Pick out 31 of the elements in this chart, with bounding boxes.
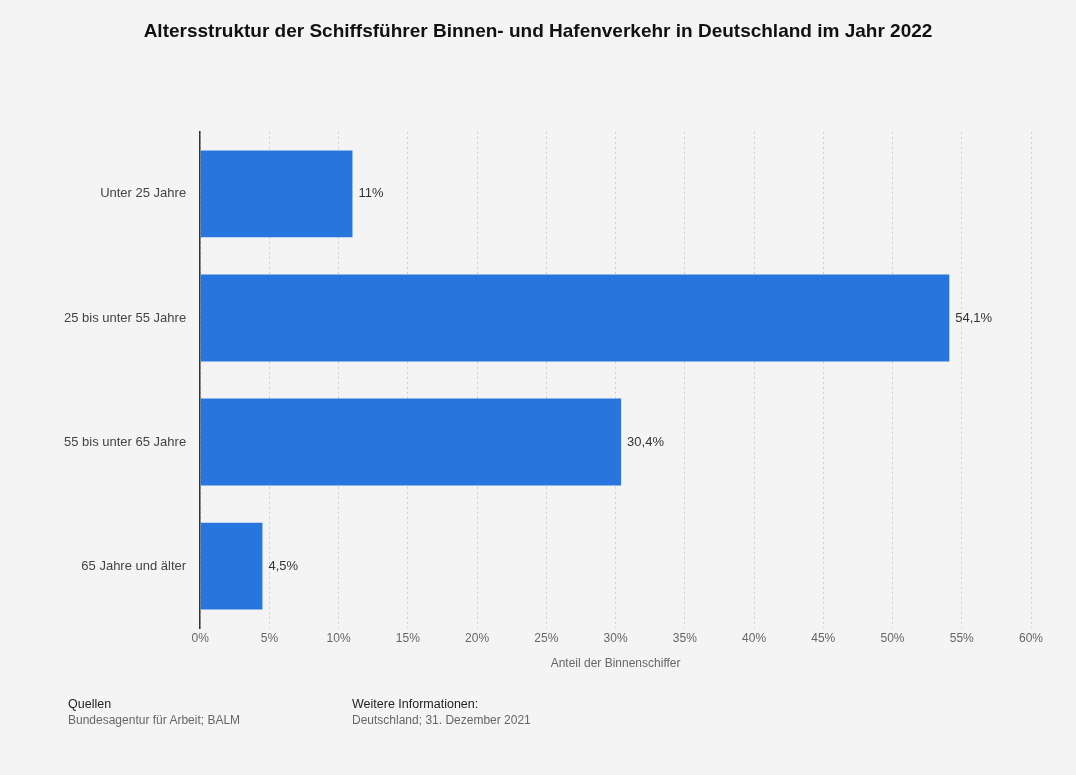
data-label: 30,4% [627, 433, 665, 449]
chart-title: Altersstruktur der Schiffsführer Binnen- und Hafenverkehr in Deutschland im Jahr 2022 [142, 19, 934, 43]
x-tick-label: 25% [534, 630, 559, 645]
x-tick-label: 20% [465, 630, 490, 645]
x-tick-label: 55% [949, 630, 975, 645]
text: Deutschland; 31. Dezember 2021 [352, 712, 531, 728]
y-tick-label: Unter 25 Jahre [100, 185, 187, 201]
text: Bundesagentur für Arbeit; BALM [68, 712, 241, 728]
x-tick-label: 15% [395, 630, 421, 645]
bar [200, 150, 353, 238]
x-tick-label: 0% [191, 630, 210, 645]
x-tick-label: 35% [672, 630, 698, 645]
data-label: 4,5% [268, 557, 299, 573]
data-label: 11% [358, 185, 384, 201]
x-tick-label: 30% [603, 630, 628, 645]
text: Weitere Informationen: [352, 696, 479, 712]
bar [200, 398, 622, 486]
y-tick-label: 25 bis unter 55 Jahre [63, 309, 187, 325]
x-tick-label: 45% [811, 630, 836, 645]
y-tick-label: 65 Jahre und älter [81, 557, 187, 573]
bar [200, 522, 263, 610]
x-tick-label: 60% [1018, 630, 1044, 645]
x-tick-label: 40% [742, 630, 767, 645]
data-label: 54,1% [955, 309, 993, 325]
y-tick-label: 55 bis unter 65 Jahre [63, 433, 187, 449]
bar [200, 274, 950, 362]
x-tick-label: 5% [260, 630, 279, 645]
x-tick-label: 10% [326, 630, 351, 645]
x-tick-label: 50% [880, 630, 905, 645]
text: Quellen [68, 696, 112, 712]
x-axis-title: Anteil der Binnenschiffer [550, 656, 681, 671]
